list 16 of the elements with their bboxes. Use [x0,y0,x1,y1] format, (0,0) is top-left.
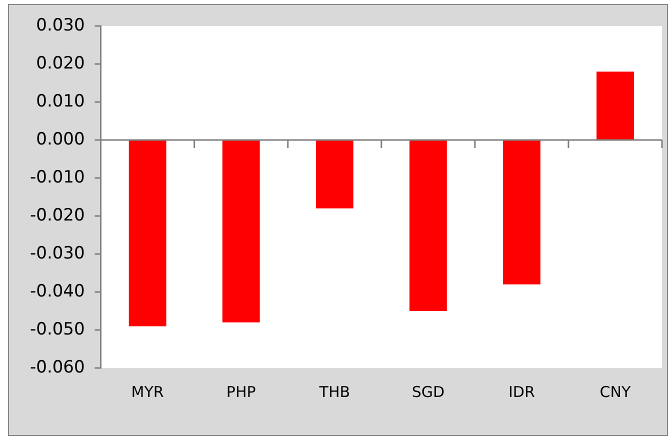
y-tick-label: -0.030 [30,243,85,264]
y-tick-label: -0.040 [30,281,85,302]
y-tick-label: -0.010 [30,167,85,188]
y-tick-label: -0.020 [30,205,85,226]
x-tick-label: THB [318,382,350,401]
y-tick-label: -0.050 [30,319,85,340]
y-tick-label: 0.000 [36,129,85,150]
x-tick-label: SGD [412,382,445,401]
y-tick-label: 0.020 [36,53,85,74]
y-tick-label: -0.060 [30,357,85,378]
x-tick-label: CNY [600,382,632,401]
y-tick-label: 0.010 [36,91,85,112]
x-tick-label: IDR [508,382,535,401]
y-tick-label: 0.030 [36,15,85,36]
x-tick-label: PHP [226,382,256,401]
x-tick-label: MYR [131,382,164,401]
